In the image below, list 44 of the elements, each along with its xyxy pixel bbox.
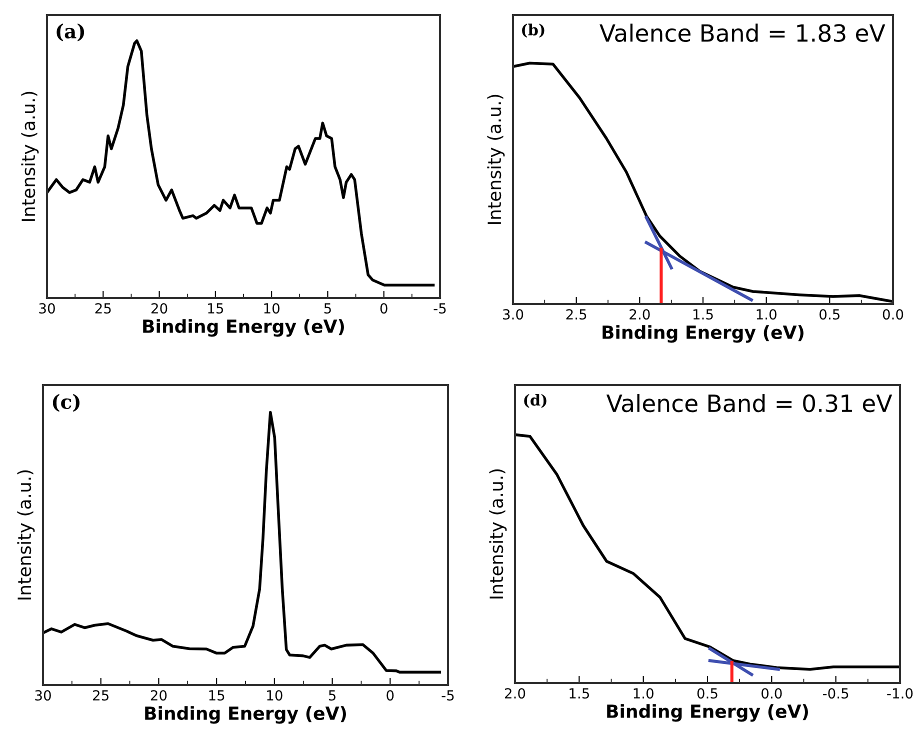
x-tick-label: 0 xyxy=(380,303,388,314)
x-tick-label: 0.0 xyxy=(882,309,904,320)
x-tick-label: 25 xyxy=(95,303,111,314)
x-tick-label: 1.0 xyxy=(634,688,654,699)
x-tick-label: 15 xyxy=(209,690,224,701)
x-tick-label: 30 xyxy=(39,303,55,314)
x-tick-label: 10 xyxy=(267,690,282,701)
annotation: (a) xyxy=(56,23,84,42)
text: Valence Band = 1.83 eV xyxy=(600,24,886,42)
x-tick-label: 20 xyxy=(151,303,168,314)
x-tick-label: 30 xyxy=(35,690,51,701)
x-tick-label: 20 xyxy=(150,690,167,701)
x-tick-label: -1.0 xyxy=(887,688,913,699)
x-tick-label: 0.5 xyxy=(820,309,840,320)
x-tick-label: 5 xyxy=(324,303,331,314)
x-tick-label: 2.5 xyxy=(566,309,586,320)
text: Valence Band = 0.31 eV xyxy=(606,394,892,412)
x-axis-title: Binding Energy (eV) xyxy=(607,704,808,722)
x-tick-label: 2.0 xyxy=(504,688,526,699)
x-tick-label: 10 xyxy=(264,303,280,314)
y-axis-title: Intensity (a.u.) xyxy=(21,92,39,221)
x-tick-label: 1.5 xyxy=(693,309,713,320)
x-tick-label: 15 xyxy=(208,303,224,314)
y-axis-title: Intensity (a.u.) xyxy=(17,470,35,600)
x-axis-title: Binding Energy (eV) xyxy=(602,325,804,343)
x-tick-label: 1.0 xyxy=(756,309,776,320)
x-tick-label: -5 xyxy=(434,303,446,314)
x-tick-label: 1.5 xyxy=(570,688,589,699)
y-axis-title: Intensity (a.u.) xyxy=(489,469,507,598)
x-tick-label: 0 xyxy=(386,690,394,701)
text: (d) xyxy=(524,394,546,408)
text: (c) xyxy=(52,394,80,412)
x-tick-label: 0.0 xyxy=(762,688,782,699)
x-tick-label: 2.0 xyxy=(630,309,650,320)
x-axis-title: Binding Energy (eV) xyxy=(145,706,346,724)
x-tick-label: -5 xyxy=(442,690,454,701)
x-tick-label: 25 xyxy=(93,690,108,701)
x-tick-label: 0.5 xyxy=(697,688,718,699)
y-axis-title: Intensity (a.u.) xyxy=(487,94,505,224)
x-axis-title: Binding Energy (eV) xyxy=(143,319,344,337)
x-tick-label: -0.5 xyxy=(822,688,848,699)
x-tick-label: 5 xyxy=(328,690,336,701)
text: (b) xyxy=(522,24,544,38)
x-tick-label: 3.0 xyxy=(503,309,524,320)
